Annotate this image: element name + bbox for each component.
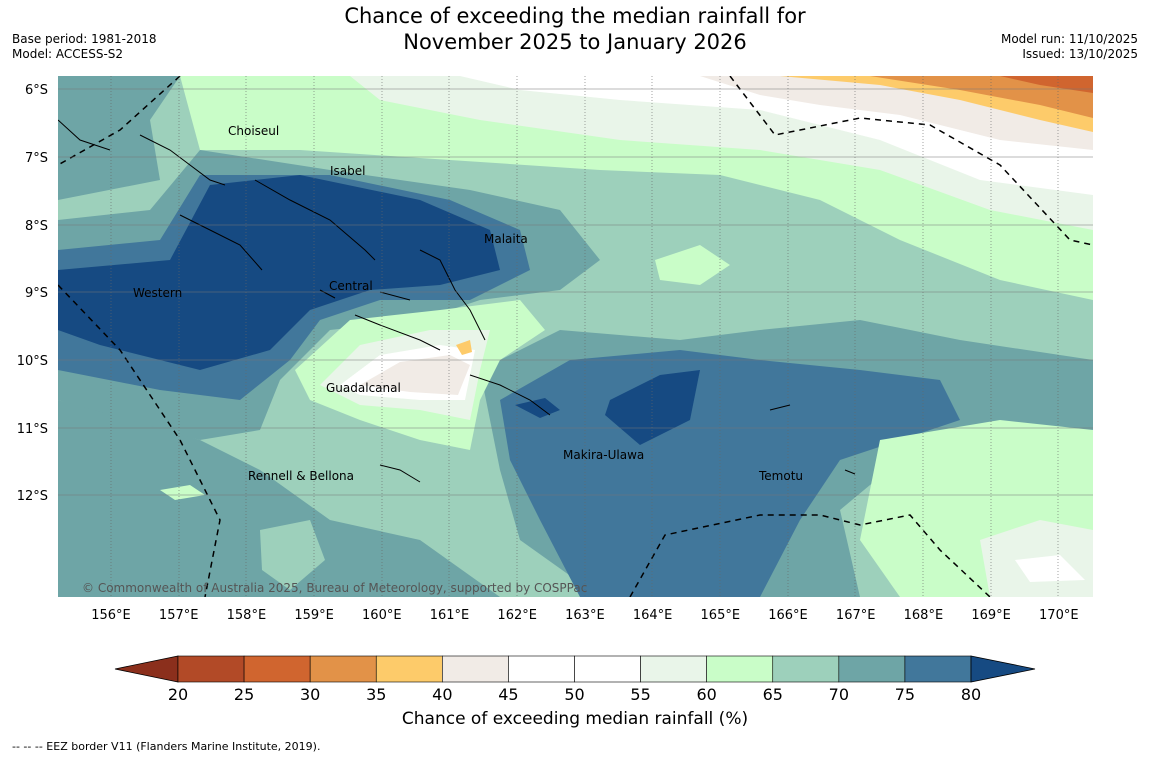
lon-label: 156°E: [91, 608, 131, 623]
contour-southwest-patch: [260, 520, 325, 590]
colorbar-tick: 20: [168, 685, 188, 700]
colorbar-tick: 55: [630, 685, 650, 700]
contour-west-deep: [58, 175, 500, 370]
lon-label: 161°E: [430, 608, 470, 623]
eez-border: [58, 76, 1093, 597]
lon-label: 157°E: [159, 608, 199, 623]
colorbar: 20 25 30 35 40 45 50 55 60 65 70 75 80: [114, 655, 1036, 700]
lon-label: 169°E: [971, 608, 1011, 623]
colorbar-tick: 45: [498, 685, 518, 700]
title-line-1: Chance of exceeding the median rainfall …: [344, 4, 806, 28]
colorbar-extend-high: [970, 655, 1036, 683]
colorbar-segment: [838, 655, 906, 683]
colorbar-tick: 30: [300, 685, 320, 700]
lat-label: 11°S: [17, 422, 48, 437]
colorbar-segment: [706, 655, 774, 683]
colorbar-segment: [243, 655, 311, 683]
contour-sw-green-patch: [160, 485, 205, 500]
lon-label: 166°E: [768, 608, 808, 623]
label-rennell: Rennell & Bellona: [248, 469, 354, 483]
label-temotu: Temotu: [758, 469, 803, 483]
colorbar-tick: 25: [234, 685, 254, 700]
colorbar-tick: 70: [829, 685, 849, 700]
label-guadalcanal: Guadalcanal: [326, 381, 401, 395]
contour-small-deep: [515, 398, 560, 418]
colorbar-tick: 60: [696, 685, 716, 700]
label-western: Western: [133, 286, 182, 300]
colorbar-segment: [772, 655, 840, 683]
contour-makira-deep: [605, 370, 700, 445]
lon-label: 164°E: [633, 608, 673, 623]
lat-label: 7°S: [25, 151, 48, 166]
colorbar-segment: [375, 655, 443, 683]
label-malaita: Malaita: [484, 232, 528, 246]
lon-label: 168°E: [904, 608, 944, 623]
lon-label: 165°E: [701, 608, 741, 623]
lon-label: 162°E: [497, 608, 537, 623]
contour-nw: [58, 76, 180, 200]
colorbar-tick: 80: [961, 685, 981, 700]
colorbar-extend-low: [114, 655, 179, 683]
label-makira: Makira-Ulawa: [563, 448, 644, 462]
latitude-labels: 6°S 7°S 8°S 9°S 10°S 11°S 12°S: [17, 83, 48, 504]
colorbar-segment: [904, 655, 972, 683]
lat-label: 9°S: [25, 286, 48, 301]
meta-right: Model run: 11/10/2025 Issued: 13/10/2025: [1001, 32, 1138, 62]
label-central: Central: [329, 279, 373, 293]
colorbar-segment: [177, 655, 245, 683]
lon-label: 159°E: [294, 608, 334, 623]
rainfall-map: Choiseul Isabel Malaita Western Central …: [17, 76, 1093, 700]
colorbar-tick: 75: [895, 685, 915, 700]
contour-east-green-patch: [655, 245, 730, 285]
longitude-labels: 156°E 157°E 158°E 159°E 160°E 161°E 162°E 163°E…: [91, 608, 1078, 623]
model-name: Model: ACCESS-S2: [12, 47, 124, 61]
label-isabel: Isabel: [330, 164, 365, 178]
colorbar-tick: 65: [763, 685, 783, 700]
copyright-notice: © Commonwealth of Australia 2025, Bureau…: [82, 581, 587, 595]
lon-label: 158°E: [227, 608, 267, 623]
meta-left: Base period: 1981-2018 Model: ACCESS-S2: [12, 32, 157, 62]
contour-guadalcanal-yellow: [456, 340, 472, 355]
lon-label: 167°E: [836, 608, 876, 623]
colorbar-tick: 40: [432, 685, 452, 700]
contour-southeast-white: [1015, 555, 1085, 582]
lon-label: 170°E: [1039, 608, 1079, 623]
lat-label: 10°S: [17, 354, 48, 369]
coastlines: [58, 119, 856, 483]
colorbar-segment: [574, 655, 641, 683]
graticule-lat: [58, 88, 1093, 496]
colorbar-label: Chance of exceeding median rainfall (%): [401, 709, 749, 729]
colorbar-segment: [309, 655, 377, 683]
map-title: Chance of exceeding the median rainfall …: [0, 3, 1150, 55]
lat-label: 6°S: [25, 83, 48, 98]
title-line-2: November 2025 to January 2026: [403, 30, 747, 54]
lon-label: 160°E: [362, 608, 402, 623]
base-period: Base period: 1981-2018: [12, 32, 157, 46]
contour-upper-orange: [870, 76, 1093, 118]
model-run: Model run: 11/10/2025: [1000, 32, 1138, 46]
colorbar-segment: [442, 655, 509, 683]
colorbar-tick: 35: [366, 685, 386, 700]
lat-label: 8°S: [25, 219, 48, 234]
colorbar-segment: [640, 655, 707, 683]
issued-date: Issued: 13/10/2025: [1022, 47, 1138, 61]
lat-label: 12°S: [17, 489, 48, 504]
label-choiseul: Choiseul: [228, 124, 279, 138]
contour-southwest-teal: [58, 400, 500, 597]
eez-footnote: -- -- -- EEZ border V11 (Flanders Marine…: [12, 740, 321, 753]
rainfall-contours: Choiseul Isabel Malaita Western Central …: [58, 76, 1093, 597]
colorbar-segment: [508, 655, 575, 683]
colorbar-tick: 50: [564, 685, 584, 700]
contour-guadalcanal-beige: [360, 355, 470, 395]
lon-label: 163°E: [565, 608, 605, 623]
